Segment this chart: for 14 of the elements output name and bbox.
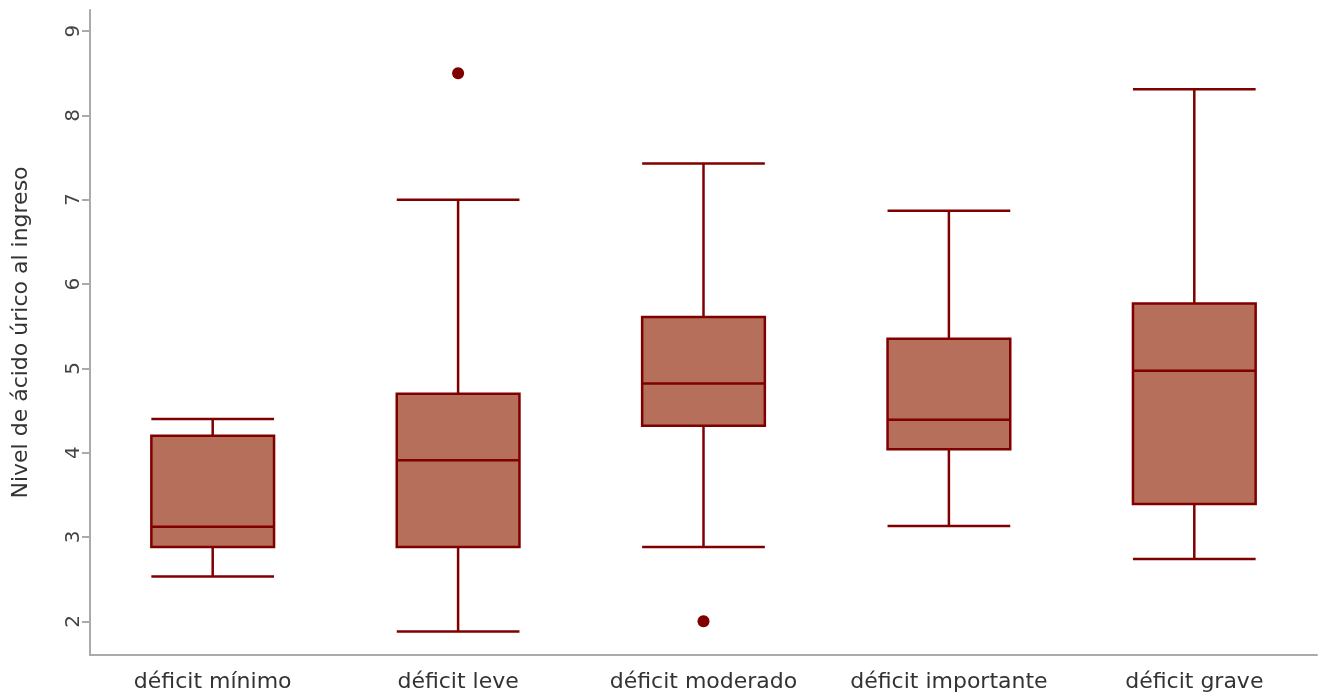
y-tick-label: 4 (60, 446, 84, 460)
y-tick-label: 6 (60, 277, 84, 291)
y-axis-title: Nivel de ácido úrico al ingreso (6, 166, 32, 499)
y-tick-label: 8 (60, 109, 84, 122)
x-tick-label: déficit importante (850, 667, 1048, 693)
y-tick-label: 2 (60, 614, 84, 628)
x-tick-label: déficit mínimo (133, 667, 292, 693)
x-tick-label: déficit moderado (609, 667, 798, 693)
y-tick-label: 9 (60, 24, 84, 38)
x-tick-label: déficit grave (1125, 667, 1264, 693)
x-tick-label: déficit leve (397, 667, 519, 693)
y-tick-label: 5 (60, 361, 84, 375)
y-tick-label: 7 (60, 193, 84, 207)
y-tick-label: 3 (60, 530, 84, 544)
